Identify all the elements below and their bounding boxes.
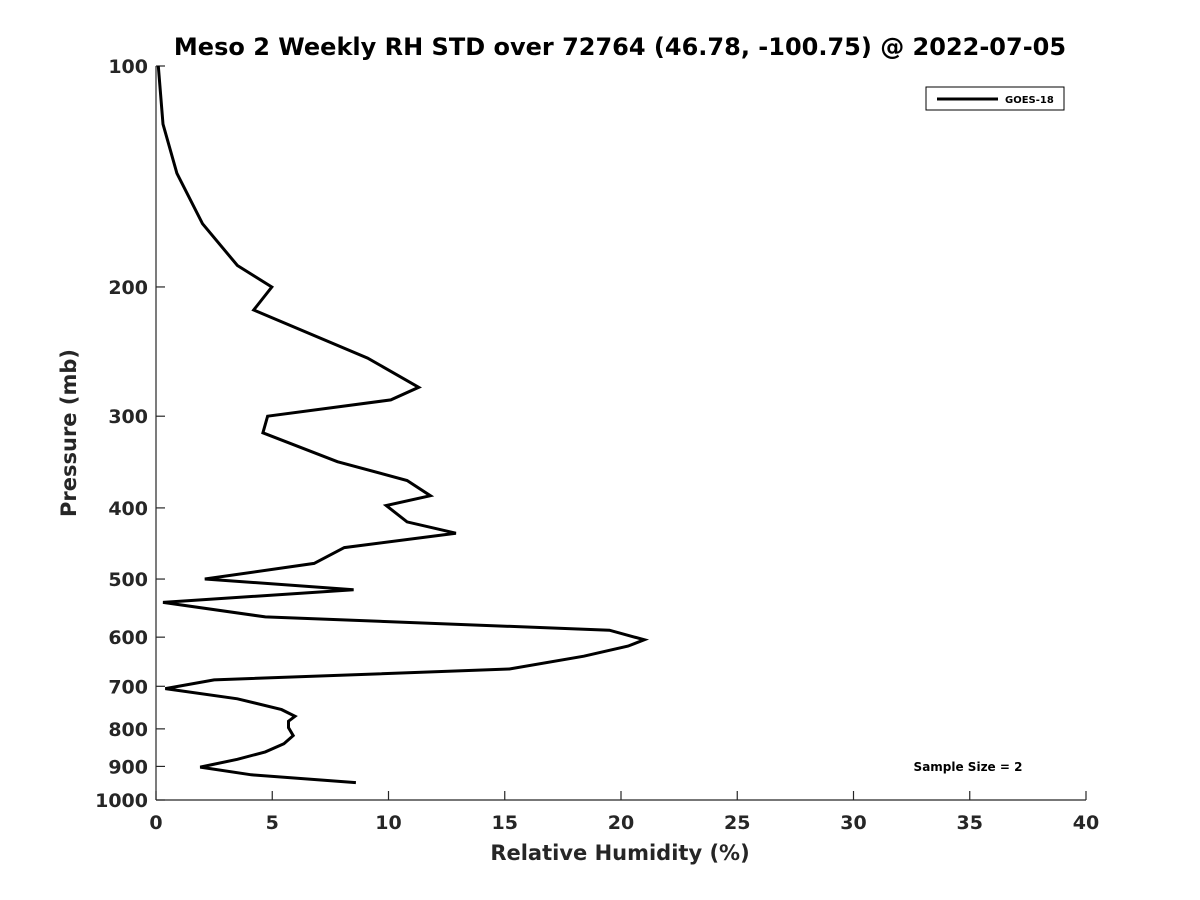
y-tick-label: 800 [108, 719, 148, 741]
x-tick-label: 35 [957, 812, 983, 834]
y-tick-label: 1000 [95, 790, 148, 812]
x-tick-label: 10 [375, 812, 401, 834]
x-axis-label: Relative Humidity (%) [490, 841, 749, 865]
x-axis-ticks: 0 5 10 15 20 25 30 35 40 [149, 791, 1099, 834]
y-tick-label: 300 [108, 406, 148, 428]
y-tick-label: 200 [108, 277, 148, 299]
axes [155, 66, 1086, 801]
y-axis-ticks: 100 200 300 400 500 600 700 800 900 1000 [95, 56, 165, 812]
y-tick-label: 600 [108, 627, 148, 649]
x-tick-label: 5 [266, 812, 279, 834]
chart-title: Meso 2 Weekly RH STD over 72764 (46.78, … [174, 33, 1066, 61]
y-tick-label: 700 [108, 676, 148, 698]
x-tick-label: 25 [724, 812, 750, 834]
x-tick-label: 20 [608, 812, 634, 834]
y-tick-label: 500 [108, 569, 148, 591]
x-tick-label: 0 [149, 812, 162, 834]
sample-size-annotation: Sample Size = 2 [914, 760, 1023, 774]
x-tick-label: 40 [1073, 812, 1099, 834]
y-tick-label: 100 [108, 56, 148, 78]
x-tick-label: 30 [840, 812, 866, 834]
legend: GOES-18 [925, 86, 1065, 111]
y-tick-label: 400 [108, 498, 148, 520]
y-tick-label: 900 [108, 756, 148, 778]
legend-label-goes-18: GOES-18 [1005, 95, 1054, 106]
y-axis-label: Pressure (mb) [57, 349, 81, 517]
series-line-goes-18 [156, 65, 650, 785]
x-tick-label: 15 [492, 812, 518, 834]
